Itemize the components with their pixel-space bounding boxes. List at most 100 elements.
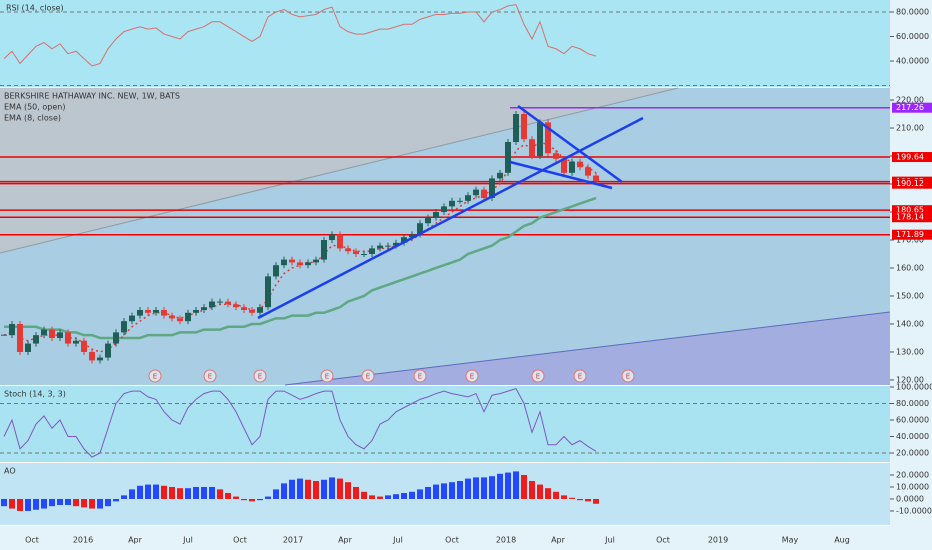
candle — [249, 309, 255, 313]
y-tick-label: 150.00 — [896, 291, 924, 300]
level-label: 190.12 — [896, 179, 924, 188]
candle — [97, 357, 103, 361]
marks: 120.00 130.00 140.00 150.00 160.00 170.00 180.… — [0, 4, 932, 545]
candle — [177, 318, 183, 322]
earnings-label: E — [418, 373, 422, 381]
ao-bar — [505, 472, 511, 499]
earnings-label: E — [325, 373, 329, 381]
candle — [529, 139, 535, 157]
x-tick-label: 2017 — [283, 536, 303, 545]
candle — [121, 321, 127, 333]
candle — [577, 161, 583, 168]
earnings-marker — [573, 369, 587, 383]
ao-bar — [593, 498, 599, 504]
candle — [513, 114, 519, 143]
candle — [265, 276, 271, 308]
candle — [497, 172, 503, 179]
candle — [337, 234, 343, 249]
y-tick-label: 130.00 — [896, 347, 924, 356]
candle — [553, 153, 559, 159]
level-label: 178.14 — [896, 213, 924, 222]
ao-bar — [105, 498, 111, 507]
candle — [369, 248, 375, 254]
candle — [25, 343, 31, 352]
trend-lines — [257, 104, 644, 320]
ao-bar — [329, 477, 335, 499]
candle — [49, 329, 55, 338]
candle — [129, 315, 135, 322]
ao-bar — [49, 498, 55, 507]
candle — [17, 323, 23, 352]
ao-bar — [521, 474, 527, 499]
y-tick-label: 60.0000 — [896, 415, 929, 424]
candle — [9, 323, 15, 336]
channel-line — [284, 311, 891, 386]
candle — [105, 343, 111, 358]
series-line — [4, 196, 597, 340]
main-title: BERKSHIRE HATHAWAY INC. NEW, 1W, BATS — [4, 92, 180, 101]
ao-bar — [393, 494, 399, 499]
stoch-pane — [0, 386, 890, 462]
ao-bar — [297, 478, 303, 499]
ao-bar — [33, 498, 39, 510]
y-tick-label: 10.0000 — [896, 482, 929, 491]
series-line — [3, 141, 597, 353]
rsi-title: RSI (14, close) — [6, 4, 64, 13]
legend-entry: EMA (8, close) — [4, 114, 61, 123]
ao-bar — [489, 476, 495, 499]
ao-bar — [337, 478, 343, 499]
trend-line — [517, 104, 623, 184]
candle — [233, 304, 239, 308]
candle — [273, 265, 279, 277]
ao-bar — [481, 477, 487, 499]
candle — [569, 161, 575, 173]
candle — [321, 239, 327, 260]
level-label: 171.89 — [896, 230, 924, 239]
ao-bar — [513, 471, 519, 499]
x-tick-label: Oct — [445, 536, 459, 545]
ao-bar — [345, 482, 351, 499]
ao-bar — [537, 484, 543, 499]
candle — [161, 309, 167, 316]
candle — [65, 332, 71, 344]
ao-bar — [17, 498, 23, 511]
ao-bar — [41, 498, 47, 509]
candle — [561, 158, 567, 173]
ao-bar — [73, 498, 79, 507]
candle — [81, 340, 87, 352]
ao-bar — [289, 479, 295, 499]
candle — [241, 307, 247, 310]
x-tick-label: Apr — [338, 536, 353, 545]
earnings-label: E — [258, 373, 262, 381]
y-tick-label: 20.0000 — [896, 470, 929, 479]
x-tick-label: May — [782, 536, 799, 545]
x-tick-label: Oct — [25, 536, 39, 545]
ao-title: AO — [4, 467, 16, 476]
ao-bar — [113, 498, 119, 502]
x-tick-label: 2018 — [496, 536, 516, 545]
ao-bar — [433, 484, 439, 499]
candle — [393, 242, 399, 246]
candle — [201, 307, 207, 310]
candle — [457, 200, 463, 202]
ao-bar — [577, 498, 583, 501]
ao-bar — [97, 498, 103, 509]
ao-bar — [553, 491, 559, 499]
earnings-label: E — [626, 373, 630, 381]
rsi-pane — [0, 0, 890, 87]
candle — [137, 309, 143, 316]
candle — [57, 332, 63, 338]
ao-bar — [217, 489, 223, 499]
candle — [489, 178, 495, 199]
x-tick-label: 2019 — [708, 536, 728, 545]
y-tick-label: 40.0000 — [896, 432, 929, 441]
ao-bar — [385, 495, 391, 499]
ao-bar — [233, 496, 239, 499]
candle — [289, 259, 295, 263]
ao-bar — [257, 498, 263, 501]
candle — [449, 200, 455, 207]
ao-bar — [153, 484, 159, 499]
candle — [305, 262, 311, 266]
candle — [113, 332, 119, 344]
earnings-label: E — [366, 373, 370, 381]
